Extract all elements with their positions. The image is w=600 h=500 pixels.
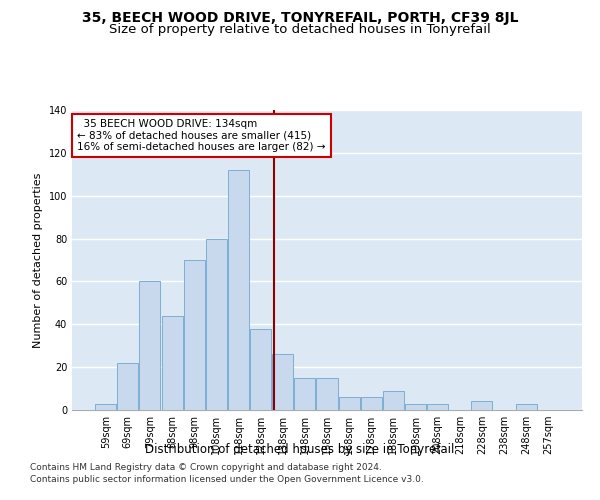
Bar bbox=[184, 260, 205, 410]
Bar bbox=[472, 402, 493, 410]
Bar bbox=[515, 404, 536, 410]
Bar bbox=[272, 354, 293, 410]
Bar bbox=[361, 397, 382, 410]
Text: 35, BEECH WOOD DRIVE, TONYREFAIL, PORTH, CF39 8JL: 35, BEECH WOOD DRIVE, TONYREFAIL, PORTH,… bbox=[82, 11, 518, 25]
Text: Contains public sector information licensed under the Open Government Licence v3: Contains public sector information licen… bbox=[30, 475, 424, 484]
Bar bbox=[228, 170, 249, 410]
Bar bbox=[250, 328, 271, 410]
Bar bbox=[405, 404, 426, 410]
Bar bbox=[383, 390, 404, 410]
Bar bbox=[95, 404, 116, 410]
Text: Contains HM Land Registry data © Crown copyright and database right 2024.: Contains HM Land Registry data © Crown c… bbox=[30, 464, 382, 472]
Bar bbox=[338, 397, 359, 410]
Bar bbox=[139, 282, 160, 410]
Text: Distribution of detached houses by size in Tonyrefail: Distribution of detached houses by size … bbox=[145, 442, 455, 456]
Bar bbox=[161, 316, 182, 410]
Bar bbox=[295, 378, 316, 410]
Bar bbox=[118, 363, 139, 410]
Bar bbox=[316, 378, 338, 410]
Y-axis label: Number of detached properties: Number of detached properties bbox=[33, 172, 43, 348]
Text: Size of property relative to detached houses in Tonyrefail: Size of property relative to detached ho… bbox=[109, 22, 491, 36]
Bar bbox=[427, 404, 448, 410]
Bar bbox=[206, 238, 227, 410]
Text: 35 BEECH WOOD DRIVE: 134sqm
← 83% of detached houses are smaller (415)
16% of se: 35 BEECH WOOD DRIVE: 134sqm ← 83% of det… bbox=[77, 119, 326, 152]
